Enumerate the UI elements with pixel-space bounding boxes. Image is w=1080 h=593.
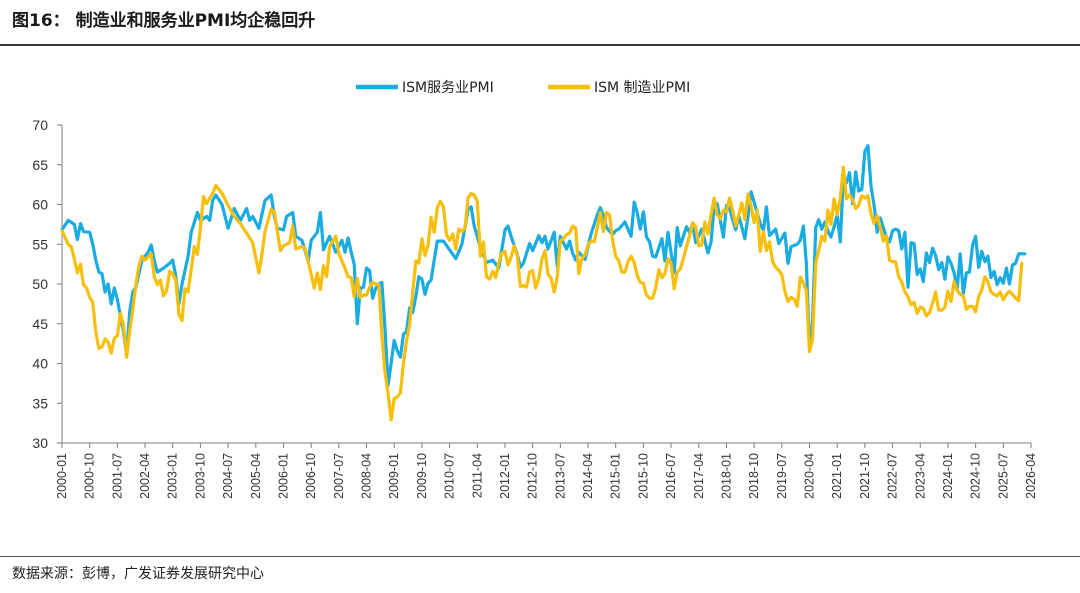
- x-tick-label: 2015-10: [636, 453, 650, 499]
- footer-rule: [0, 556, 1080, 557]
- x-tick-label: 2009-10: [415, 453, 429, 499]
- y-tick-label: 55: [32, 236, 48, 252]
- series-line-services: [60, 144, 1027, 387]
- x-tick-label: 2000-01: [55, 453, 69, 499]
- x-tick-label: 2004-07: [221, 453, 235, 499]
- x-tick-label: 2019-07: [775, 453, 789, 499]
- x-tick-label: 2012-01: [498, 453, 512, 499]
- series-layer: [60, 144, 1027, 422]
- x-tick-label: 2026-04: [1024, 453, 1038, 499]
- y-tick-label: 50: [32, 276, 48, 292]
- x-tick-label: 2001-07: [110, 453, 124, 499]
- x-tick-label: 2007-07: [332, 453, 346, 499]
- x-tick-label: 2015-01: [609, 453, 623, 499]
- data-source: 数据来源：彭博，广发证券发展研究中心: [12, 566, 264, 582]
- legend-item-services: ISM服务业PMI: [356, 80, 494, 96]
- x-tick-label: 2024-01: [941, 453, 955, 499]
- title-rule: [0, 44, 1080, 46]
- x-tick-label: 2018-01: [719, 453, 733, 499]
- x-tick-label: 2005-04: [249, 453, 263, 499]
- pmi-line-chart: ISM服务业PMI ISM 制造业PMI 30 35 40 45 50 55 60 65 70 2…: [32, 80, 1038, 499]
- x-tick-label: 2011-04: [470, 453, 484, 498]
- x-tick-label: 2017-04: [692, 453, 706, 499]
- y-tick-label: 40: [32, 356, 48, 372]
- legend-label: ISM 制造业PMI: [594, 80, 690, 96]
- legend-label: ISM服务业PMI: [402, 80, 494, 96]
- x-tick-label: 2002-04: [138, 453, 152, 499]
- y-tick-label: 45: [32, 316, 48, 332]
- y-tick-label: 30: [32, 435, 48, 451]
- x-tick-label: 2009-01: [387, 453, 401, 499]
- y-tick-label: 60: [32, 197, 48, 213]
- y-tick-label: 65: [32, 157, 48, 173]
- x-tick-label: 2010-07: [443, 453, 457, 499]
- y-axis: 30 35 40 45 50 55 60 65 70: [32, 117, 63, 451]
- x-tick-label: 2006-01: [276, 453, 290, 499]
- x-tick-label: 2025-07: [996, 453, 1010, 499]
- x-tick-label: 2003-01: [166, 453, 180, 499]
- x-axis: 2000-01 2000-10 2001-07 2002-04 2003-01 2003-…: [55, 442, 1038, 499]
- x-tick-label: 2013-07: [553, 453, 567, 499]
- x-tick-label: 2018-10: [747, 453, 761, 499]
- chart-legend: ISM服务业PMI ISM 制造业PMI: [356, 80, 690, 96]
- x-tick-label: 2023-04: [913, 453, 927, 499]
- x-tick-label: 2003-10: [193, 453, 207, 499]
- y-tick-label: 35: [32, 395, 48, 411]
- x-tick-label: 2000-10: [83, 453, 97, 499]
- x-tick-label: 2021-01: [830, 453, 844, 499]
- y-tick-label: 70: [32, 117, 48, 133]
- series-line-manufacturing: [60, 165, 1024, 422]
- figure-title: 图16： 制造业和服务业PMI均企稳回升: [12, 11, 316, 31]
- legend-item-manufacturing: ISM 制造业PMI: [548, 80, 690, 96]
- x-tick-label: 2024-10: [969, 453, 983, 499]
- x-tick-label: 2014-04: [581, 453, 595, 499]
- x-tick-label: 2008-04: [360, 453, 374, 499]
- x-tick-label: 2022-07: [886, 453, 900, 499]
- x-tick-label: 2016-07: [664, 453, 678, 499]
- x-tick-label: 2021-10: [858, 453, 872, 499]
- x-tick-label: 2012-10: [526, 453, 540, 499]
- x-tick-label: 2020-04: [803, 453, 817, 499]
- x-tick-label: 2006-10: [304, 453, 318, 499]
